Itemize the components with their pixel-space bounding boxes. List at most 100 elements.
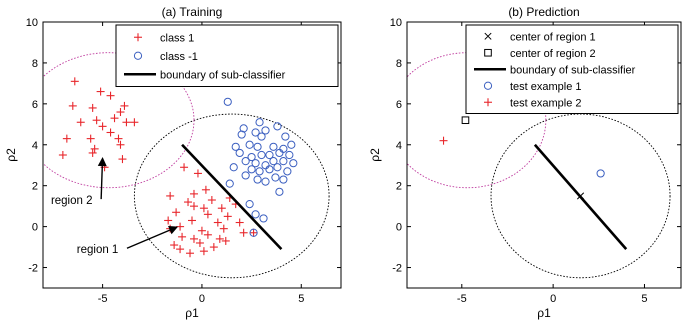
data-point (237, 130, 246, 139)
y-tick-label: 0 (396, 222, 402, 234)
data-point (247, 152, 256, 162)
legend-label: center of region 1 (510, 31, 596, 43)
prediction-boundary-line (533, 143, 628, 250)
data-point (265, 150, 274, 160)
data-point (249, 228, 258, 237)
data-point (176, 245, 185, 254)
data-point (207, 196, 216, 205)
prediction-series-test-example-1 (596, 169, 605, 178)
legend-marker-swatch (483, 81, 493, 90)
y-tick-label: 4 (396, 140, 402, 152)
data-point (106, 91, 115, 100)
y-tick-label: 4 (32, 140, 38, 152)
data-point (257, 132, 266, 141)
data-point (241, 171, 250, 180)
annotation-arrow-line (126, 229, 171, 249)
training-annotation-2: region 1 (77, 225, 179, 256)
data-point (213, 218, 222, 227)
data-point (86, 134, 95, 143)
data-point (255, 167, 264, 176)
data-point (253, 142, 262, 151)
data-point (273, 122, 282, 131)
data-point (68, 101, 77, 110)
data-point (88, 148, 97, 157)
data-point (166, 191, 175, 200)
data-point (203, 230, 212, 239)
data-point (197, 226, 206, 235)
data-point (239, 228, 248, 237)
data-point (193, 169, 202, 178)
data-point (249, 228, 258, 237)
data-point (269, 157, 278, 166)
data-point (223, 97, 232, 106)
prediction-axes-box (406, 21, 682, 289)
data-point (180, 163, 189, 172)
prediction-series-test-example-2 (439, 136, 448, 145)
data-point (110, 114, 119, 123)
data-point (88, 103, 97, 112)
data-point (122, 118, 131, 127)
legend-marker-swatch (133, 51, 143, 60)
legend-marker-swatch (134, 33, 142, 42)
data-point (269, 142, 278, 151)
legend-label: boundary of sub-classifier (510, 64, 636, 76)
data-point (279, 144, 288, 153)
data-point (253, 175, 262, 184)
data-point (118, 155, 127, 164)
data-point (164, 216, 173, 225)
x-tick-label: 5 (641, 293, 647, 305)
data-point (116, 140, 125, 149)
annotation-arrow-line (100, 166, 103, 200)
data-point (279, 175, 288, 184)
training-boundary-line (181, 143, 283, 251)
legend-marker-swatch (484, 98, 492, 107)
legend-box (115, 24, 339, 87)
y-tick-label: 2 (396, 181, 402, 193)
training-annotation-1: region 2 (51, 157, 107, 207)
data-point (189, 234, 198, 243)
y-tick-label: 8 (32, 58, 38, 70)
data-point (251, 128, 260, 137)
training-y-axis-label: ρ2 (4, 148, 18, 162)
data-point (70, 77, 79, 86)
legend-entry: test example 1 (483, 81, 582, 93)
y-tick-label: 8 (396, 58, 402, 70)
x-tick-label: 0 (550, 293, 556, 305)
data-point (279, 157, 288, 166)
data-point (225, 179, 234, 188)
data-point (461, 116, 470, 125)
data-point (172, 208, 181, 217)
data-point (245, 140, 254, 149)
x-tick-label: 5 (298, 293, 304, 305)
legend-label: boundary of sub-classifier (160, 69, 286, 81)
prediction-chart: (b) Prediction -5 0 5 -2 0 2 4 6 8 10 ρ1 ρ2 center of… (368, 5, 682, 320)
prediction-region-2-ellipse (407, 52, 547, 189)
training-region-2-ellipse (43, 52, 195, 189)
data-point (58, 151, 67, 159)
data-point (247, 165, 256, 174)
legend-label: center of region 2 (510, 48, 596, 60)
data-point (271, 173, 280, 182)
data-point (275, 148, 284, 158)
data-point (261, 161, 270, 170)
data-point (235, 218, 244, 227)
data-point (235, 148, 244, 158)
data-point (259, 214, 268, 223)
data-point (255, 118, 264, 127)
legend-entry: center of region 1 (484, 31, 596, 43)
y-tick-label: 10 (26, 17, 38, 29)
legend-label: test example 2 (510, 97, 582, 109)
data-point (189, 202, 198, 211)
data-point (281, 132, 290, 141)
training-legend: class 1 class -1 boundary of sub-classifie… (115, 24, 339, 87)
legend-label: class -1 (160, 51, 198, 63)
legend-label: class 1 (160, 32, 194, 44)
data-point (219, 224, 228, 233)
data-point (170, 241, 179, 250)
data-point (90, 144, 99, 153)
legend-entry: boundary of sub-classifier (474, 64, 636, 76)
data-point (265, 165, 274, 174)
annotation-arrow-head (168, 225, 179, 235)
data-point (96, 87, 105, 96)
